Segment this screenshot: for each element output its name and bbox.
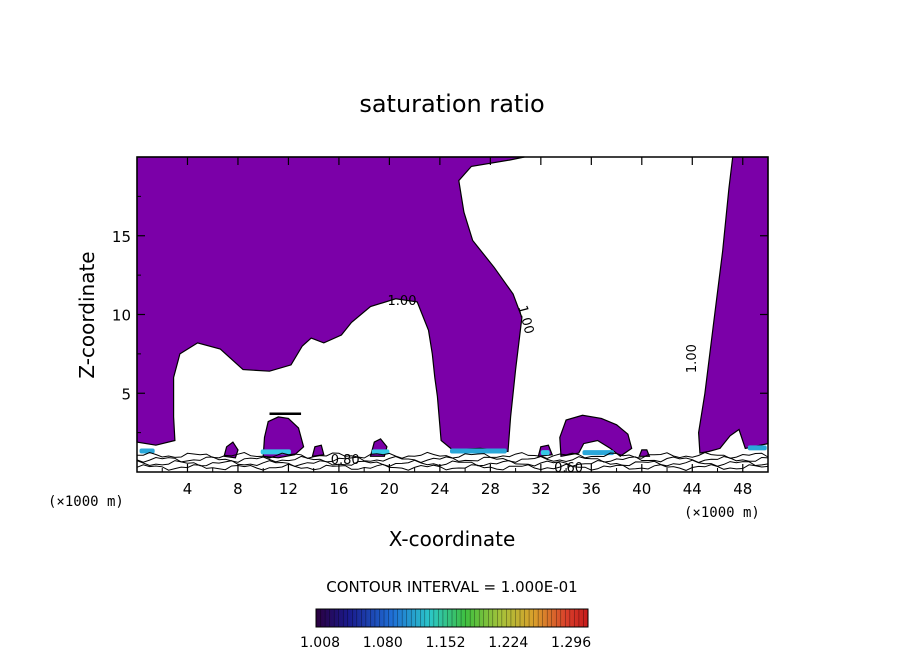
x-unit-right: (×1000 m): [684, 505, 760, 521]
x-tick-label: 24: [430, 480, 449, 498]
y-tick-label: 10: [112, 307, 131, 325]
y-tick-label: 5: [121, 385, 131, 403]
patch-2: [371, 449, 390, 455]
region-left-upper-saturated: [136, 156, 525, 453]
contour-labels: 1.00 1.00 1.00 0.80 0.60: [331, 294, 700, 476]
saturated-regions: [136, 156, 769, 459]
x-tick-label: 12: [279, 480, 298, 498]
patch-1: [260, 449, 291, 455]
region-blob-x15: [311, 444, 325, 458]
patch-3: [449, 448, 507, 454]
x-tick-label: 44: [683, 480, 702, 498]
y-axis-label: Z-coordinate: [75, 251, 99, 378]
region-right-saturated: [697, 156, 769, 454]
x-axis-label: X-coordinate: [389, 527, 516, 551]
region-blob-x7: [223, 441, 239, 459]
x-unit-left: (×1000 m): [48, 494, 124, 510]
ground-contour-lines: [136, 451, 769, 471]
region-blob-x11: [262, 416, 305, 459]
x-tick-label: 4: [183, 480, 193, 498]
x-tick-label: 36: [582, 480, 601, 498]
x-tick-label: 32: [531, 480, 550, 498]
x-tick-label: 8: [233, 480, 243, 498]
colorbar-tick-label: 1.080: [363, 635, 403, 651]
x-tick-label: 48: [733, 480, 752, 498]
contour-label-2: 1.00: [685, 344, 700, 373]
colorbar-tick-label: 1.152: [425, 635, 465, 651]
ground-line-1: [136, 459, 769, 467]
colorbar-tick-label: 1.224: [488, 635, 528, 651]
contour-label-0: 1.00: [388, 294, 417, 309]
colorbar: [315, 608, 589, 628]
ground-line-0: [136, 463, 769, 471]
contour-label-1: 1.00: [514, 304, 536, 336]
patch-5: [582, 450, 615, 456]
x-tick-label: 16: [329, 480, 348, 498]
contour-label-4: 0.60: [554, 461, 583, 476]
x-tick-label: 28: [481, 480, 500, 498]
patch-0: [139, 448, 155, 454]
high-saturation-patches: [139, 445, 767, 456]
y-tick-label: 15: [112, 228, 131, 246]
contour-interval: CONTOUR INTERVAL = 1.000E-01: [326, 578, 577, 596]
contour-label-3: 0.80: [331, 453, 360, 468]
region-blob-x35: [559, 414, 633, 458]
colorbar-labels: 1.008 1.080 1.152 1.224 1.296: [300, 635, 591, 651]
chart-title: saturation ratio: [359, 90, 544, 118]
colorbar-tick-label: 1.296: [551, 635, 591, 651]
patch-6: [747, 445, 767, 451]
colorbar-tick-label: 1.008: [300, 635, 340, 651]
x-tick-label: 20: [380, 480, 399, 498]
patch-4: [540, 450, 550, 456]
x-tick-label: 40: [632, 480, 651, 498]
ground-line-3: [136, 451, 769, 460]
